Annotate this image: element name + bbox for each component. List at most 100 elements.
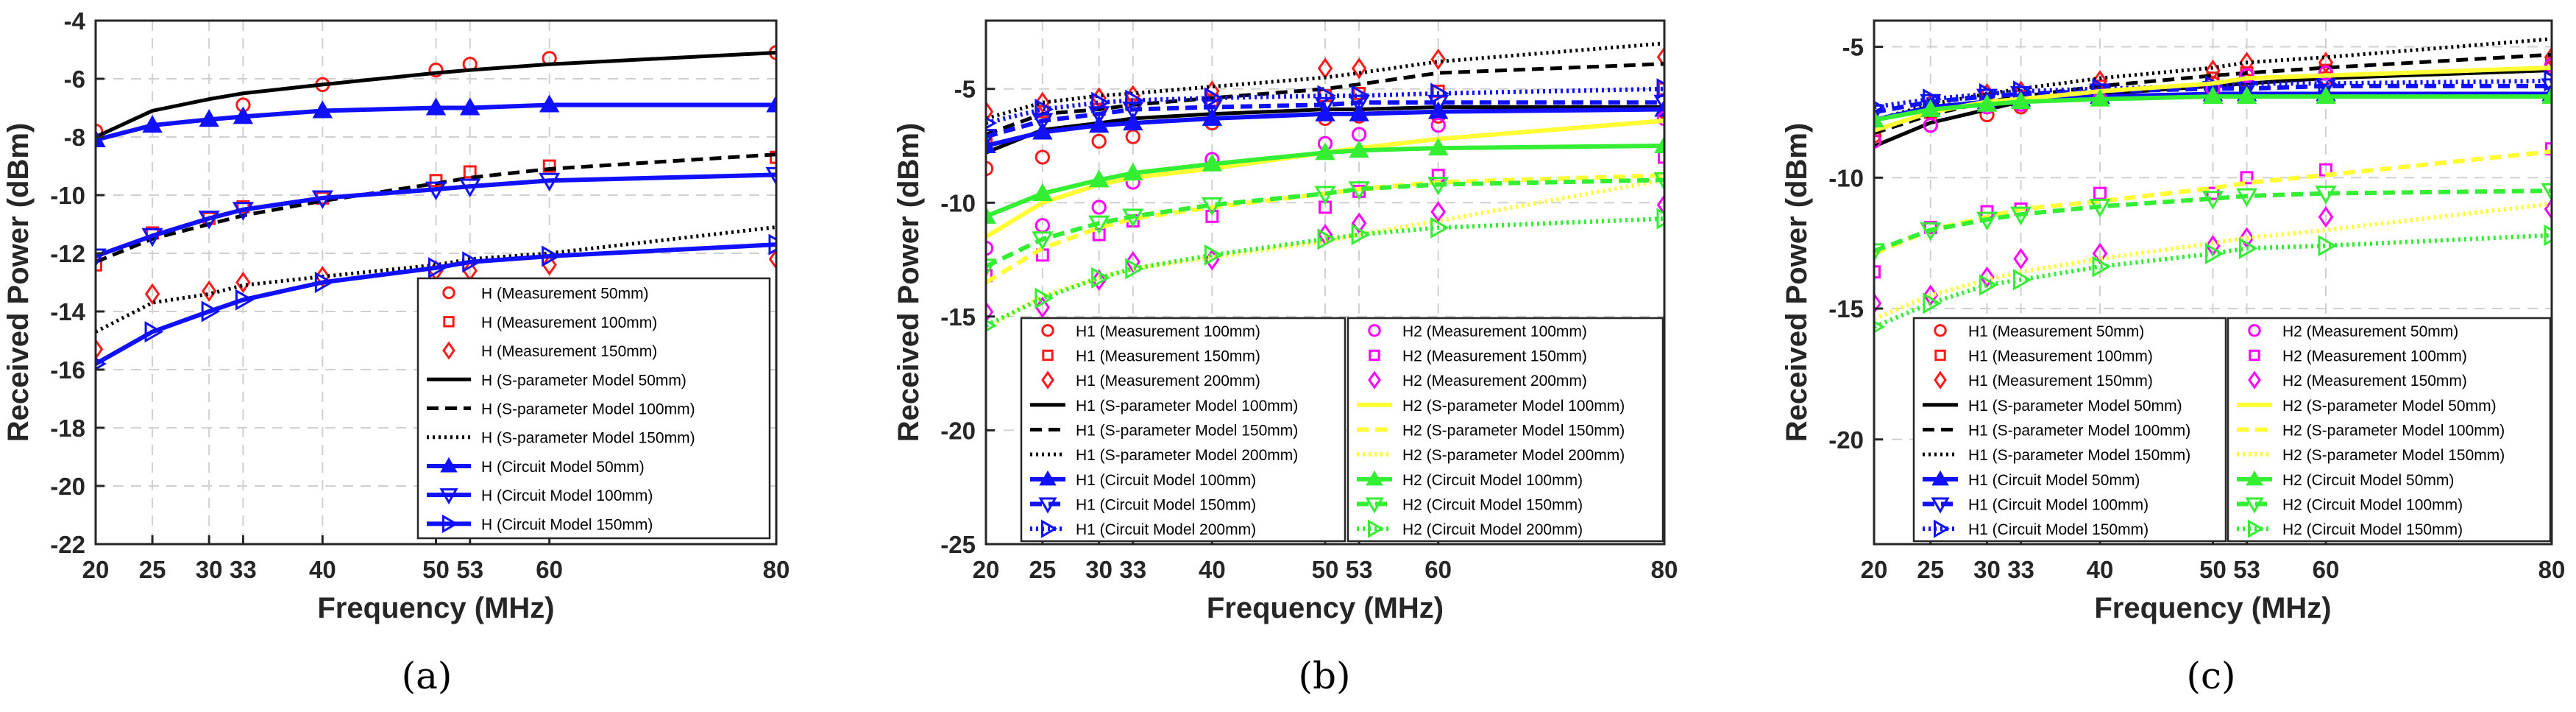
legend-label: H (Measurement 50mm) <box>481 286 649 303</box>
x-tick-label: 40 <box>2087 556 2114 583</box>
x-tick-label: 25 <box>1917 556 1944 583</box>
x-tick-label: 53 <box>2233 556 2260 583</box>
data-point <box>312 100 333 119</box>
x-axis-label: Frequency (MHz) <box>317 592 554 624</box>
y-tick-label: -18 <box>50 415 85 442</box>
data-point <box>1351 85 1371 107</box>
data-point <box>1430 82 1450 105</box>
legend-item: H1 (Circuit Model 150mm) <box>1030 497 1256 514</box>
legend-marker <box>1934 324 1947 337</box>
data-point <box>986 240 994 256</box>
legend-marker <box>2248 324 2261 337</box>
data-point <box>1035 287 1054 309</box>
x-tick-label: 60 <box>536 556 563 583</box>
x-tick-label: 80 <box>1651 556 1678 583</box>
legend-item: H1 (S-parameter Model 150mm) <box>1030 423 1298 440</box>
y-tick-label: -12 <box>50 240 85 267</box>
legend-item: H (Circuit Model 100mm) <box>427 487 653 505</box>
series-line <box>986 86 1664 126</box>
x-tick-label: 60 <box>1424 556 1452 583</box>
x-tick-label: 60 <box>2313 556 2340 583</box>
legend-item: H1 (Measurement 200mm) <box>1041 370 1260 390</box>
data-point <box>2206 186 2220 200</box>
x-tick-label: 53 <box>1346 556 1373 583</box>
data-point <box>1201 197 1223 216</box>
legend-marker <box>1041 324 1054 337</box>
data-point <box>2013 247 2029 270</box>
legend-item: H (Circuit Model 150mm) <box>427 514 653 533</box>
data-point <box>425 97 447 116</box>
y-axis-label: Received Power (dBm) <box>893 123 925 442</box>
legend-label: H1 (S-parameter Model 100mm) <box>1968 423 2190 440</box>
legend-label: H2 (Measurement 50mm) <box>2282 323 2458 340</box>
data-point <box>1202 153 1223 172</box>
data-point <box>1351 57 1367 80</box>
data-point <box>1314 186 1336 205</box>
data-point <box>1125 89 1144 111</box>
data-point <box>199 109 219 127</box>
data-point <box>198 211 220 230</box>
series-7 <box>96 94 776 147</box>
data-point <box>542 159 556 173</box>
legend: H2 (Measurement 100mm) H2 (Measurement 15… <box>1346 317 1664 543</box>
legend-label: H2 (Circuit Model 100mm) <box>1402 472 1583 489</box>
legend-item: H2 (S-parameter Model 150mm) <box>2237 447 2505 464</box>
data-point <box>2544 198 2552 220</box>
data-point <box>233 106 254 124</box>
data-point <box>2010 91 2032 110</box>
legend-item: H (Measurement 100mm) <box>443 314 657 331</box>
data-point <box>235 289 255 311</box>
legend-box <box>1912 317 2227 543</box>
data-point <box>2009 206 2032 226</box>
legend-item: H2 (Circuit Model 100mm) <box>1357 470 1583 489</box>
data-point <box>96 338 104 360</box>
data-point <box>2544 46 2552 68</box>
legend-marker <box>442 514 459 533</box>
data-point <box>315 265 330 288</box>
series-layer <box>1874 37 2552 334</box>
data-point <box>2239 68 2254 83</box>
legend: H1 (Measurement 50mm) H1 (Measurement 100… <box>1912 317 2227 543</box>
x-tick-label: 80 <box>2538 556 2566 583</box>
legend-label: H1 (S-parameter Model 50mm) <box>1968 398 2182 415</box>
legend-item: H1 (Circuit Model 200mm) <box>1030 519 1256 538</box>
data-point <box>96 258 102 272</box>
legend-label: H2 (Circuit Model 50mm) <box>2282 472 2454 489</box>
data-point <box>1088 215 1110 235</box>
data-point <box>1091 200 1107 215</box>
legend-label: H2 (Measurement 100mm) <box>2282 348 2467 365</box>
series-line <box>986 100 1664 139</box>
legend-item: H2 (Measurement 150mm) <box>1369 348 1587 365</box>
x-tick-label: 25 <box>1029 556 1056 583</box>
legend-label: H1 (Measurement 200mm) <box>1076 373 1260 390</box>
x-tick-label: 20 <box>82 556 110 583</box>
legend-label: H1 (Measurement 150mm) <box>1968 373 2153 390</box>
legend-marker <box>1041 519 1058 538</box>
data-point <box>770 150 776 164</box>
y-tick-label: -25 <box>940 531 976 558</box>
data-point <box>1658 82 1664 96</box>
y-axis-label: Received Power (dBm) <box>1781 123 1813 442</box>
data-point <box>1427 177 1450 196</box>
data-point <box>1923 292 1942 314</box>
legend-label: H1 (Circuit Model 100mm) <box>1076 472 1256 489</box>
legend-label: H2 (Circuit Model 150mm) <box>1402 497 1583 514</box>
y-tick-label: -22 <box>50 531 85 558</box>
series-line <box>96 172 776 258</box>
legend-marker <box>1366 470 1383 486</box>
series-line <box>1874 188 2552 253</box>
legend-label: H1 (S-parameter Model 150mm) <box>1076 423 1298 440</box>
legend-marker <box>2246 470 2263 486</box>
data-point <box>1976 211 1998 231</box>
legend-label: H2 (S-parameter Model 150mm) <box>2282 447 2505 464</box>
data-point <box>1123 163 1143 181</box>
legend-label: H (S-parameter Model 150mm) <box>481 430 695 447</box>
legend-box <box>1346 317 1664 543</box>
data-point <box>2541 86 2552 105</box>
x-tick-label: 80 <box>763 556 790 583</box>
subfigure-caption: (a) <box>402 655 453 697</box>
legend-label: H2 (Circuit Model 200mm) <box>1402 521 1583 538</box>
legend-marker <box>1934 349 1946 362</box>
series-line <box>96 242 776 366</box>
